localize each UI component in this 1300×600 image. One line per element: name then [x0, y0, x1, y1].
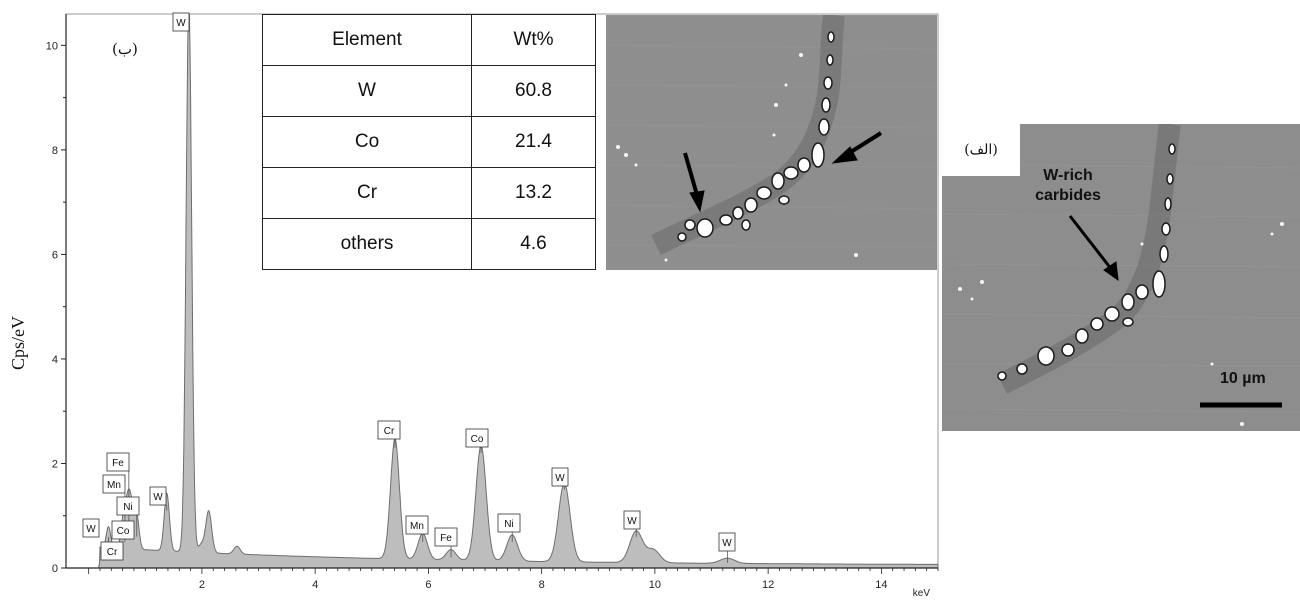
- peak-label-box: [102, 474, 126, 494]
- callout-line: W-rich: [1043, 167, 1093, 184]
- peak-label: Ni: [504, 519, 513, 530]
- x-tick-label: 4: [312, 579, 318, 591]
- table-header-row: Element Wt%: [261, 14, 596, 66]
- table-cell: others: [261, 218, 473, 270]
- table-cell: 13.2: [471, 167, 596, 219]
- carbide-callout: W-rich carbides: [1018, 166, 1118, 206]
- peak-label: Cr: [384, 426, 395, 437]
- y-tick-label: 10: [46, 40, 58, 52]
- panel-label-b: (ب): [112, 40, 138, 58]
- table-header-cell: Element: [261, 14, 473, 66]
- table-row: others 4.6: [261, 218, 596, 270]
- spectrum-area: [98, 13, 939, 569]
- peak-label-box: [377, 420, 401, 440]
- peak-label: W: [176, 18, 186, 29]
- composition-table: Element Wt% W 60.8 Co 21.4 Cr 13.2 other…: [261, 14, 596, 270]
- table-header-cell: Wt%: [471, 14, 596, 66]
- sem-micrograph-a: (الف) W-rich carbides 10 µm: [942, 124, 1300, 431]
- peak-label-box: [718, 532, 736, 552]
- table-cell: W: [261, 65, 473, 117]
- peak-label: Mn: [410, 521, 424, 532]
- peak-label-box: [434, 527, 458, 547]
- peak-label-box: [111, 520, 135, 540]
- y-tick-label: 8: [52, 145, 58, 157]
- y-tick-label: 2: [52, 458, 58, 470]
- peak-label-box: [172, 12, 190, 32]
- y-axis-label-text: Cps/eV: [8, 316, 28, 370]
- callout-line: carbides: [1035, 187, 1101, 204]
- peak-label: Cr: [107, 547, 118, 558]
- peak-label-box: [497, 513, 521, 533]
- micrograph-b-image: [606, 15, 937, 270]
- peak-label-box: [405, 515, 429, 535]
- peak-label: W: [722, 538, 732, 549]
- peak-label: Fe: [112, 458, 124, 469]
- peak-label: Fe: [440, 533, 452, 544]
- axes-layer: 0 2 4 6 8 10 2 4 6 8 10 12 14 keV: [46, 14, 939, 599]
- x-tick-label: 10: [649, 579, 661, 591]
- scale-bar-label: 10 µm: [1220, 370, 1266, 387]
- peak-label-box: [82, 518, 100, 538]
- table-cell: 60.8: [471, 65, 596, 117]
- x-tick-label: 8: [539, 579, 545, 591]
- y-axis-label: Cps/eV: [8, 250, 32, 370]
- y-tick-label: 6: [52, 249, 58, 261]
- x-tick-label: 6: [425, 579, 431, 591]
- table-cell: 4.6: [471, 218, 596, 270]
- peak-label-box: [149, 486, 167, 506]
- peak-label-box: [551, 467, 569, 487]
- table-cell: Co: [261, 116, 473, 168]
- peak-label-box: [465, 428, 489, 448]
- sem-micrograph-b: [606, 15, 937, 270]
- peak-label-box: [100, 541, 124, 561]
- y-tick-label: 0: [52, 563, 58, 575]
- x-unit-label: keV: [913, 588, 931, 599]
- peak-label: Co: [117, 526, 130, 537]
- peak-label-box: [623, 510, 641, 530]
- panel-label-a: (الف): [942, 124, 1020, 176]
- table-cell: Cr: [261, 167, 473, 219]
- y-tick-label: 4: [52, 354, 58, 366]
- peak-label: Ni: [123, 502, 132, 513]
- table-row: Cr 13.2: [261, 167, 596, 219]
- table-cell: 21.4: [471, 116, 596, 168]
- x-tick-label: 14: [875, 579, 887, 591]
- peak-label: Mn: [107, 480, 121, 491]
- x-tick-label: 2: [199, 579, 205, 591]
- peak-label-box: [106, 452, 130, 472]
- peak-label: Co: [471, 434, 484, 445]
- peak-label: W: [627, 516, 637, 527]
- table-row: Co 21.4: [261, 116, 596, 168]
- x-tick-label: 12: [762, 579, 774, 591]
- table-row: W 60.8: [261, 65, 596, 117]
- peak-label: W: [555, 473, 565, 484]
- peak-label: W: [153, 492, 163, 503]
- peak-label-box: [116, 496, 140, 516]
- peak-label: W: [86, 524, 96, 535]
- spectrum-area-layer: [98, 13, 939, 569]
